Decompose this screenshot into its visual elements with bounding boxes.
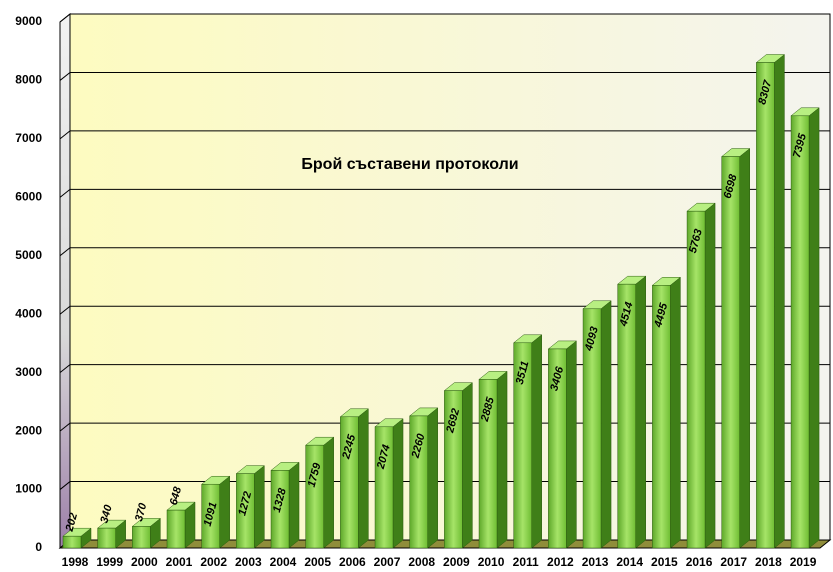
bar [513, 342, 532, 549]
x-tick-label: 1999 [96, 555, 123, 569]
bar-side [704, 202, 716, 549]
bar-side [635, 275, 646, 549]
bar-side [566, 340, 577, 549]
y-tick-label: 1000 [15, 482, 42, 496]
bar-side [219, 475, 230, 549]
x-tick-label: 2007 [374, 555, 401, 569]
bar [305, 444, 324, 549]
value-label: 370 [133, 501, 150, 523]
grid-line [59, 13, 830, 23]
y-tick-label: 7000 [15, 131, 42, 145]
value-label: 648 [168, 485, 185, 507]
grid-line [59, 247, 830, 257]
bar [617, 283, 636, 549]
y-tick-label: 9000 [15, 14, 42, 28]
chart-title: Брой съставени протоколи [301, 156, 518, 173]
bar-side [427, 407, 438, 549]
bar [270, 470, 290, 549]
bar-side [670, 276, 681, 549]
x-tick-label: 2005 [304, 555, 331, 569]
x-tick-label: 2006 [339, 555, 366, 569]
bar [686, 210, 706, 549]
bar-side [739, 148, 750, 549]
y-tick-label: 8000 [15, 73, 42, 87]
bar-side [358, 408, 369, 549]
x-tick-label: 2018 [755, 555, 782, 569]
bar [62, 535, 82, 549]
bar [652, 285, 671, 549]
bar-side [600, 300, 612, 549]
grid-line [59, 130, 830, 140]
value-label: 3511 [514, 360, 532, 386]
bar [374, 426, 394, 549]
bar-side [254, 465, 265, 549]
grid-line [59, 481, 830, 490]
grid-line [59, 422, 830, 432]
x-tick-label: 2009 [443, 555, 470, 569]
bar [756, 62, 775, 549]
bar-side [392, 418, 404, 549]
y-tick-label: 6000 [15, 190, 42, 204]
bar [478, 379, 498, 549]
bar-side [462, 382, 473, 549]
x-tick-label: 2010 [478, 555, 505, 569]
grid-line [59, 364, 830, 374]
x-tick-label: 2014 [616, 555, 643, 569]
bar [409, 415, 428, 549]
y-tick-label: 5000 [15, 248, 42, 262]
x-tick-label: 2013 [582, 555, 609, 569]
x-tick-label: 2017 [720, 555, 747, 569]
x-tick-label: 2015 [651, 555, 678, 569]
bar-side [531, 334, 542, 549]
grid-line [59, 305, 830, 315]
bar [132, 526, 151, 549]
grid-line [59, 188, 830, 198]
value-label: 202 [63, 512, 80, 534]
x-tick-label: 2019 [790, 555, 817, 569]
value-label: 340 [98, 503, 115, 525]
bar [790, 115, 810, 549]
bar [236, 473, 255, 549]
bar [721, 156, 740, 549]
bar [201, 483, 220, 549]
grid-line [59, 71, 830, 81]
bar [444, 390, 463, 549]
x-tick-label: 2016 [686, 555, 713, 569]
x-tick-label: 2008 [408, 555, 435, 569]
y-tick-label: 3000 [15, 365, 42, 379]
y-tick-label: 4000 [15, 306, 42, 320]
side-wall [59, 12, 71, 550]
bar-side [288, 461, 300, 549]
x-tick-label: 2003 [235, 555, 262, 569]
y-tick-label: 2000 [15, 423, 42, 437]
y-tick-label: 0 [35, 540, 42, 554]
x-tick-label: 2000 [131, 555, 158, 569]
bar-side [496, 370, 508, 549]
bar [166, 509, 186, 549]
bar-side [774, 53, 785, 549]
bar-side [323, 436, 334, 549]
bar [97, 527, 116, 549]
x-tick-label: 2001 [166, 555, 193, 569]
x-tick-label: 1998 [62, 555, 89, 569]
bar [548, 348, 567, 549]
bar-side [808, 107, 820, 549]
bar [340, 416, 359, 549]
x-tick-label: 2004 [270, 555, 297, 569]
x-tick-label: 2011 [513, 555, 539, 569]
bar [582, 308, 602, 549]
x-tick-label: 2002 [200, 555, 227, 569]
x-tick-label: 2012 [547, 555, 574, 569]
